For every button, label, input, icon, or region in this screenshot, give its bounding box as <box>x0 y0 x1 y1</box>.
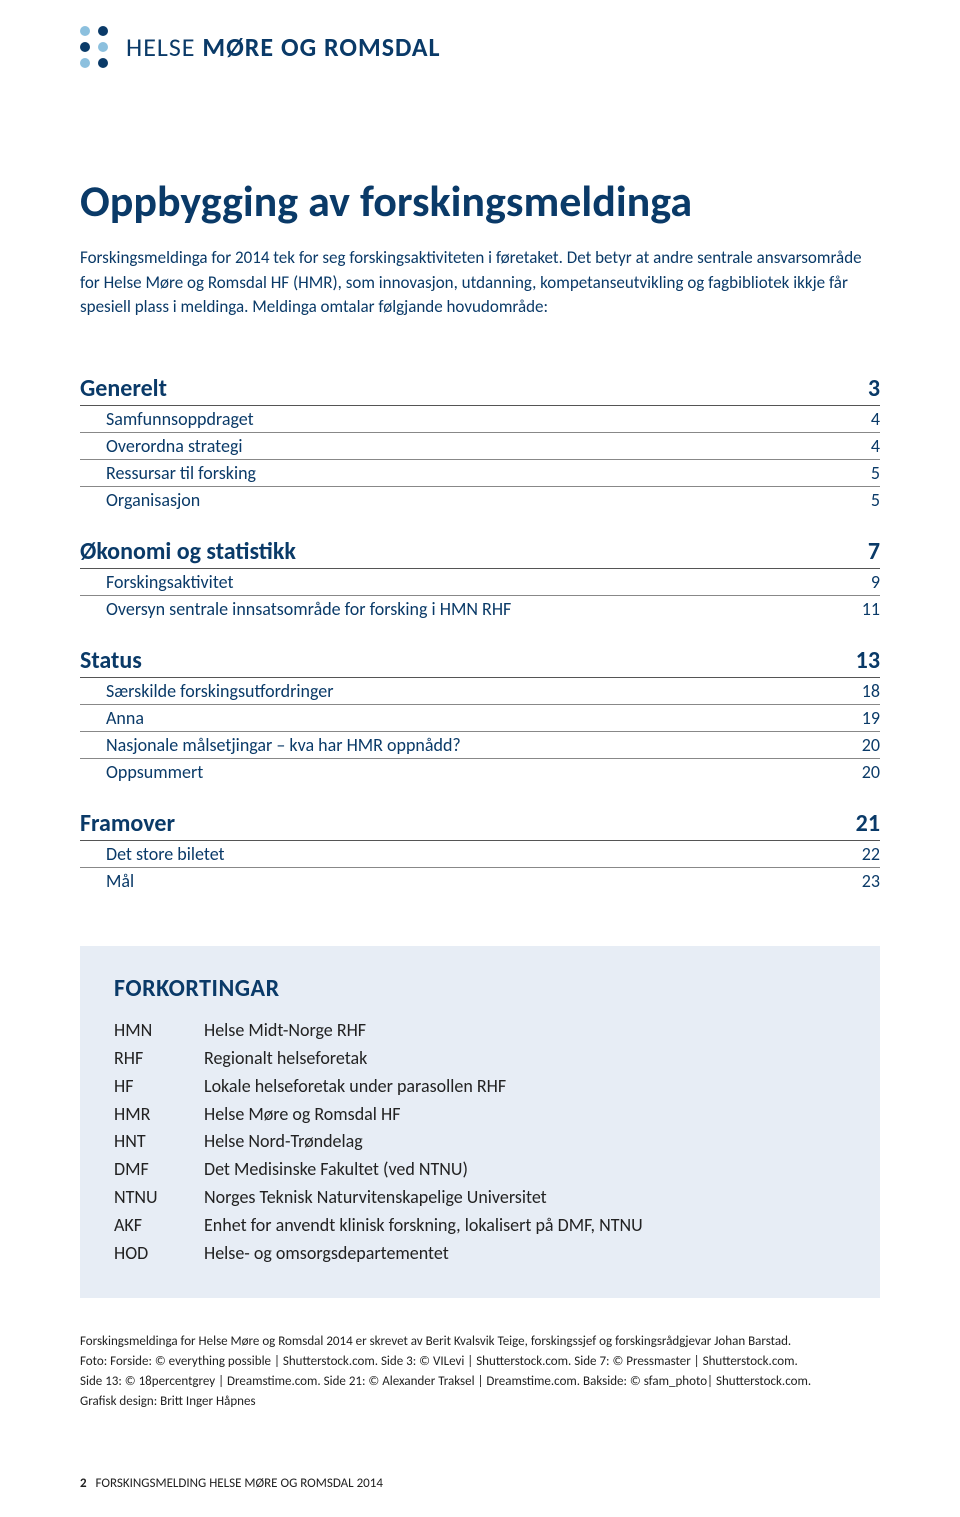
toc-heading-label: Status <box>80 646 142 675</box>
toc-sub-row: Oversyn sentrale innsatsområde for forsk… <box>80 596 880 622</box>
abbreviation-value: Enhet for anvendt klinisk forskning, lok… <box>204 1212 643 1240</box>
page-footer: 2 FORSKINGSMELDING HELSE MØRE OG ROMSDAL… <box>80 1476 383 1491</box>
abbreviation-row: HODHelse- og omsorgsdepartementet <box>114 1240 846 1268</box>
toc-sub-label: Nasjonale målsetjingar – kva har HMR opp… <box>106 734 461 756</box>
abbreviation-row: RHFRegionalt helseforetak <box>114 1045 846 1073</box>
toc-sub-label: Mål <box>106 870 134 892</box>
toc-heading-row: Generelt 3 <box>80 368 880 406</box>
toc-sub-page: 5 <box>861 489 880 511</box>
abbreviation-row: HMRHelse Møre og Romsdal HF <box>114 1101 846 1129</box>
abbreviation-value: Helse Nord-Trøndelag <box>204 1128 363 1156</box>
abbreviation-value: Helse- og omsorgsdepartementet <box>204 1240 449 1268</box>
toc-sub-label: Oppsummert <box>106 761 203 783</box>
toc-sub-row: Mål 23 <box>80 868 880 894</box>
toc-sub-row: Ressursar til forsking 5 <box>80 460 880 487</box>
toc-section: Status 13 Særskilde forskingsutfordringer 1… <box>80 640 880 785</box>
brand-logo: HELSE MØRE OG ROMSDAL <box>80 20 880 78</box>
toc-sub-row: Særskilde forskingsutfordringer 18 <box>80 678 880 705</box>
toc-heading-row: Framover 21 <box>80 803 880 841</box>
toc-sub-row: Det store biletet 22 <box>80 841 880 868</box>
toc-sub-label: Forskingsaktivitet <box>106 571 234 593</box>
abbreviation-value: Lokale helseforetak under parasollen RHF <box>204 1073 506 1101</box>
toc-sub-page: 5 <box>861 462 880 484</box>
toc-sub-page: 20 <box>852 734 880 756</box>
abbreviation-value: Norges Teknisk Naturvitenskapelige Unive… <box>204 1184 547 1212</box>
abbreviation-key: HMR <box>114 1101 204 1129</box>
toc-sub-row: Samfunnsoppdraget 4 <box>80 406 880 433</box>
toc-heading-row: Økonomi og statistikk 7 <box>80 531 880 569</box>
toc-heading-label: Økonomi og statistikk <box>80 537 296 566</box>
table-of-contents: Generelt3Samfunnsoppdraget4Overordna str… <box>80 368 880 894</box>
credits-block: Forskingsmeldinga for Helse Møre og Roms… <box>80 1332 880 1413</box>
toc-sub-label: Overordna strategi <box>106 435 243 457</box>
toc-heading-page: 21 <box>846 809 880 838</box>
toc-heading-page: 3 <box>858 374 880 403</box>
credits-line: Grafisk design: Britt Inger Håpnes <box>80 1392 880 1412</box>
abbreviation-key: HMN <box>114 1017 204 1045</box>
toc-sub-label: Anna <box>106 707 144 729</box>
toc-sub-page: 20 <box>852 761 880 783</box>
abbreviation-row: HNTHelse Nord-Trøndelag <box>114 1128 846 1156</box>
abbreviation-value: Helse Midt-Norge RHF <box>204 1017 366 1045</box>
abbreviation-value: Regionalt helseforetak <box>204 1045 367 1073</box>
abbreviation-row: HMNHelse Midt-Norge RHF <box>114 1017 846 1045</box>
page-title: Oppbygging av forskingsmeldinga <box>80 174 880 228</box>
toc-sub-label: Det store biletet <box>106 843 225 865</box>
toc-section: Økonomi og statistikk 7 Forskingsaktivitet… <box>80 531 880 622</box>
abbreviation-row: HFLokale helseforetak under parasollen R… <box>114 1073 846 1101</box>
toc-sub-row: Organisasjon 5 <box>80 487 880 513</box>
toc-sub-page: 9 <box>861 571 880 593</box>
brand-name: HELSE MØRE OG ROMSDAL <box>126 31 441 63</box>
brand-name-light: HELSE <box>126 31 202 63</box>
toc-section: Generelt3Samfunnsoppdraget4Overordna str… <box>80 368 880 513</box>
toc-heading-label: Generelt <box>80 374 167 403</box>
toc-sub-label: Samfunnsoppdraget <box>106 408 254 430</box>
credits-line: Side 13: © 18percentgrey | Dreamstime.co… <box>80 1372 880 1392</box>
toc-section: Framover 21 Det store biletet 22 Mål 23 <box>80 803 880 894</box>
abbreviation-row: DMFDet Medisinske Fakultet (ved NTNU) <box>114 1156 846 1184</box>
credits-line: Foto: Forside: © everything possible | S… <box>80 1352 880 1372</box>
toc-sub-page: 19 <box>852 707 880 729</box>
abbreviation-key: DMF <box>114 1156 204 1184</box>
toc-heading-row: Status 13 <box>80 640 880 678</box>
page-number: 2 <box>80 1476 87 1491</box>
intro-paragraph: Forskingsmeldinga for 2014 tek for seg f… <box>80 246 870 320</box>
toc-heading-label: Framover <box>80 809 175 838</box>
toc-heading-page: 7 <box>858 537 880 566</box>
abbreviation-value: Helse Møre og Romsdal HF <box>204 1101 400 1129</box>
toc-sub-page: 4 <box>861 408 880 430</box>
abbreviations-box: FORKORTINGAR HMNHelse Midt-Norge RHFRHFR… <box>80 946 880 1298</box>
toc-heading-page: 13 <box>846 646 880 675</box>
toc-sub-page: 18 <box>852 680 880 702</box>
toc-sub-label: Særskilde forskingsutfordringer <box>106 680 334 702</box>
brand-name-bold: MØRE OG ROMSDAL <box>202 31 440 63</box>
abbreviation-row: NTNUNorges Teknisk Naturvitenskapelige U… <box>114 1184 846 1212</box>
toc-sub-row: Forskingsaktivitet 9 <box>80 569 880 596</box>
abbreviations-list: HMNHelse Midt-Norge RHFRHFRegionalt hels… <box>114 1017 846 1268</box>
toc-sub-label: Ressursar til forsking <box>106 462 256 484</box>
toc-sub-row: Oppsummert 20 <box>80 759 880 785</box>
toc-sub-page: 4 <box>861 435 880 457</box>
toc-sub-label: Organisasjon <box>106 489 200 511</box>
abbreviation-key: HNT <box>114 1128 204 1156</box>
toc-sub-row: Nasjonale målsetjingar – kva har HMR opp… <box>80 732 880 759</box>
credits-line: Forskingsmeldinga for Helse Møre og Roms… <box>80 1332 880 1352</box>
abbreviation-key: HOD <box>114 1240 204 1268</box>
abbreviation-key: RHF <box>114 1045 204 1073</box>
toc-sub-label: Oversyn sentrale innsatsområde for forsk… <box>106 598 511 620</box>
toc-sub-row: Overordna strategi 4 <box>80 433 880 460</box>
logo-dots-icon <box>80 26 108 68</box>
footer-text: FORSKINGSMELDING HELSE MØRE OG ROMSDAL 2… <box>96 1476 383 1491</box>
abbreviation-value: Det Medisinske Fakultet (ved NTNU) <box>204 1156 468 1184</box>
abbreviation-key: NTNU <box>114 1184 204 1212</box>
abbreviation-key: AKF <box>114 1212 204 1240</box>
abbreviation-key: HF <box>114 1073 204 1101</box>
abbreviations-title: FORKORTINGAR <box>114 974 846 1003</box>
toc-sub-page: 22 <box>852 843 880 865</box>
toc-sub-page: 11 <box>852 598 880 620</box>
toc-sub-page: 23 <box>852 870 880 892</box>
toc-sub-row: Anna 19 <box>80 705 880 732</box>
abbreviation-row: AKFEnhet for anvendt klinisk forskning, … <box>114 1212 846 1240</box>
